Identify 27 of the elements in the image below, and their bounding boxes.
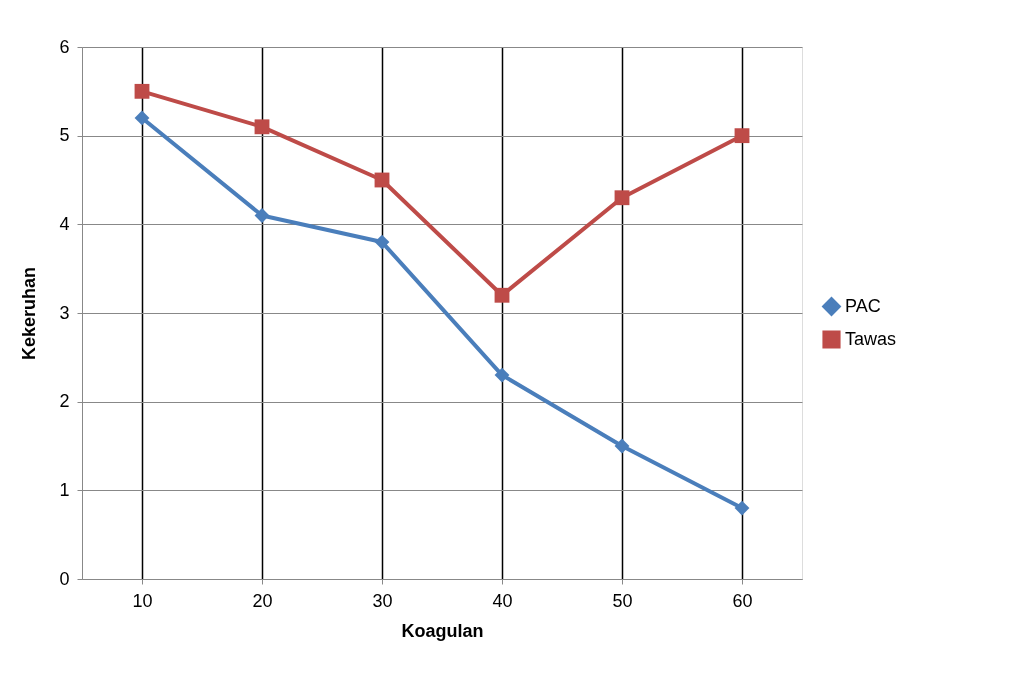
y-tick-label: 6 (59, 36, 70, 57)
point (494, 367, 510, 383)
x-tick-label: 60 (732, 590, 753, 611)
y-axis-title: Kekeruhan (19, 266, 40, 361)
x-tick-label: 40 (492, 590, 513, 611)
legend-label: PAC (845, 295, 881, 316)
y-tick-label: 1 (59, 479, 70, 500)
y-tick-label: 5 (59, 125, 70, 146)
point (614, 190, 630, 206)
point (614, 438, 630, 454)
x-tick-label: 10 (132, 590, 153, 611)
y-tick-label: 4 (59, 213, 70, 234)
x-axis-title: Koagulan (401, 620, 484, 641)
point (734, 500, 750, 516)
x-tick-label: 30 (372, 590, 393, 611)
y-tick-label: 0 (59, 568, 70, 589)
point (134, 110, 150, 126)
point (734, 128, 750, 144)
legend-label: Tawas (845, 328, 897, 349)
x-tick-label: 50 (612, 590, 633, 611)
y-tick-label: 3 (59, 302, 70, 323)
y-tick-label: 2 (59, 391, 70, 412)
point (374, 234, 390, 250)
point (134, 83, 150, 99)
point (254, 119, 270, 135)
point (494, 287, 510, 303)
x-tick-label: 20 (252, 590, 273, 611)
